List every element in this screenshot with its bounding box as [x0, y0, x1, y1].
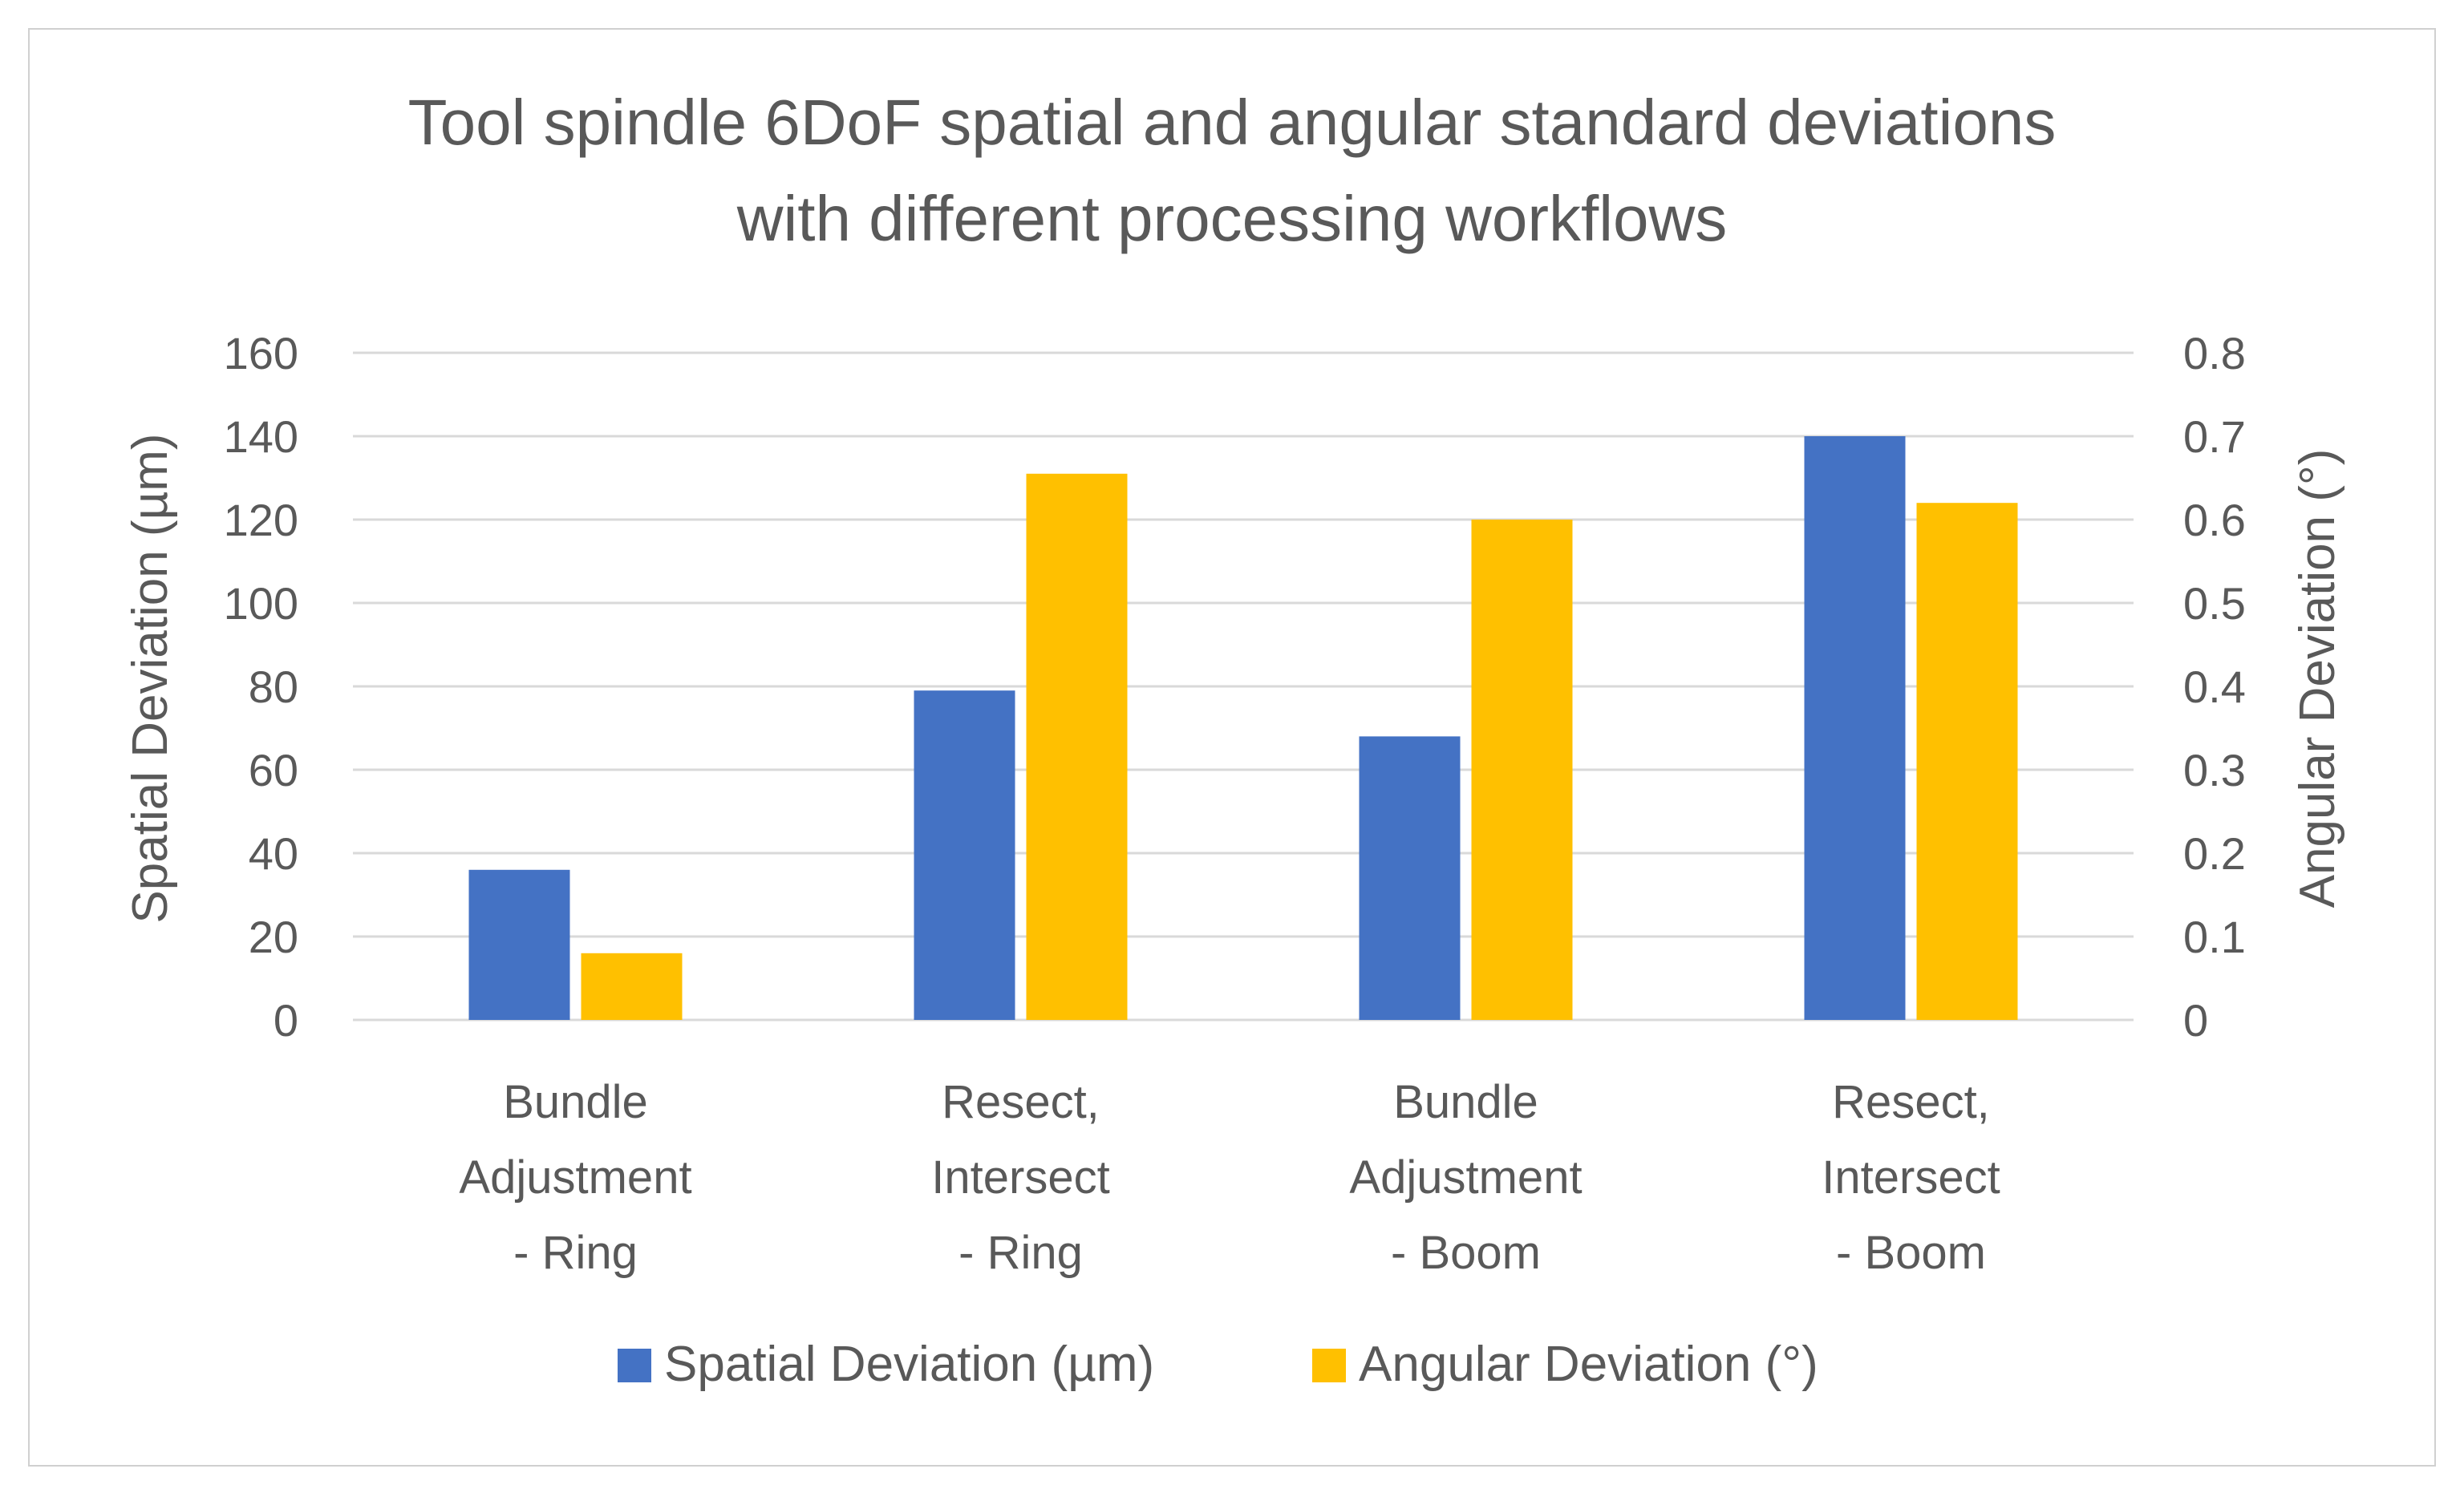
bar-spatial-deviation — [1804, 436, 1906, 1020]
category-label-line: - Boom — [1391, 1227, 1541, 1279]
category-label-line: Intersect — [931, 1151, 1109, 1204]
y2-tick-label: 0.5 — [2183, 578, 2246, 629]
y2-tick-label: 0.7 — [2183, 411, 2246, 462]
y2-tick-label: 0 — [2183, 995, 2208, 1046]
y2-tick-label: 0.1 — [2183, 912, 2246, 962]
legend-label-spatial: Spatial Deviation (µm) — [664, 1337, 1154, 1392]
bar-angular-deviation — [581, 953, 683, 1020]
y-tick-label: 60 — [249, 745, 298, 795]
right-axis-ticks: 0 0.1 0.2 0.3 0.4 0.5 0.6 0.7 0.8 — [2183, 328, 2246, 1046]
bars — [468, 436, 2018, 1020]
y-tick-label: 160 — [224, 328, 298, 378]
legend: Spatial Deviation (µm) Angular Deviation … — [618, 1337, 1818, 1392]
category-label-line: - Ring — [513, 1227, 638, 1279]
bar-spatial-deviation — [1359, 736, 1461, 1020]
bar-angular-deviation — [1471, 520, 1573, 1020]
y-tick-label: 0 — [274, 995, 298, 1046]
bar-angular-deviation — [1916, 503, 2018, 1020]
y-tick-label: 140 — [224, 411, 298, 462]
axis-titles: Spatial Deviation (µm) Angular Deviation … — [123, 433, 2345, 923]
legend-swatch-spatial — [618, 1349, 651, 1382]
y2-axis-title: Angular Deviation (°) — [2290, 449, 2345, 908]
y2-tick-label: 0.4 — [2183, 662, 2246, 712]
legend-label-angular: Angular Deviation (°) — [1359, 1337, 1818, 1392]
bar-spatial-deviation — [914, 690, 1015, 1020]
category-label-line: Intersect — [1822, 1151, 2000, 1204]
y-tick-label: 40 — [249, 828, 298, 879]
bar-spatial-deviation — [468, 869, 570, 1020]
category-label-line: Resect, — [1832, 1076, 1990, 1128]
y-axis-title: Spatial Deviation (µm) — [123, 433, 178, 923]
category-label-line: - Boom — [1836, 1227, 1986, 1279]
y-tick-label: 80 — [249, 662, 298, 712]
category-labels: Bundle Adjustment - Ring Resect, Intersect - … — [459, 1076, 2000, 1279]
chart-title-line: Tool spindle 6DoF spatial and angular st… — [408, 87, 2057, 158]
category-label-line: Resect, — [942, 1076, 1100, 1128]
chart-title: Tool spindle 6DoF spatial and angular st… — [408, 87, 2057, 254]
y2-tick-label: 0.8 — [2183, 328, 2246, 378]
y-tick-label: 100 — [224, 578, 298, 629]
chart-frame — [28, 28, 2436, 1467]
y-tick-label: 20 — [249, 912, 298, 962]
chart-title-line: with different processing workflows — [736, 183, 1728, 254]
legend-swatch-angular — [1312, 1349, 1346, 1382]
bar-angular-deviation — [1026, 473, 1128, 1020]
category-label-line: - Ring — [958, 1227, 1083, 1279]
category-label-line: Bundle — [1393, 1076, 1538, 1128]
y2-tick-label: 0.6 — [2183, 495, 2246, 545]
y-tick-label: 120 — [224, 495, 298, 545]
left-axis-ticks: 0 20 40 60 80 100 120 140 160 — [224, 328, 298, 1046]
y2-tick-label: 0.3 — [2183, 745, 2246, 795]
category-label-line: Bundle — [503, 1076, 648, 1128]
category-label-line: Adjustment — [459, 1151, 691, 1204]
category-label-line: Adjustment — [1349, 1151, 1582, 1204]
y2-tick-label: 0.2 — [2183, 828, 2246, 879]
